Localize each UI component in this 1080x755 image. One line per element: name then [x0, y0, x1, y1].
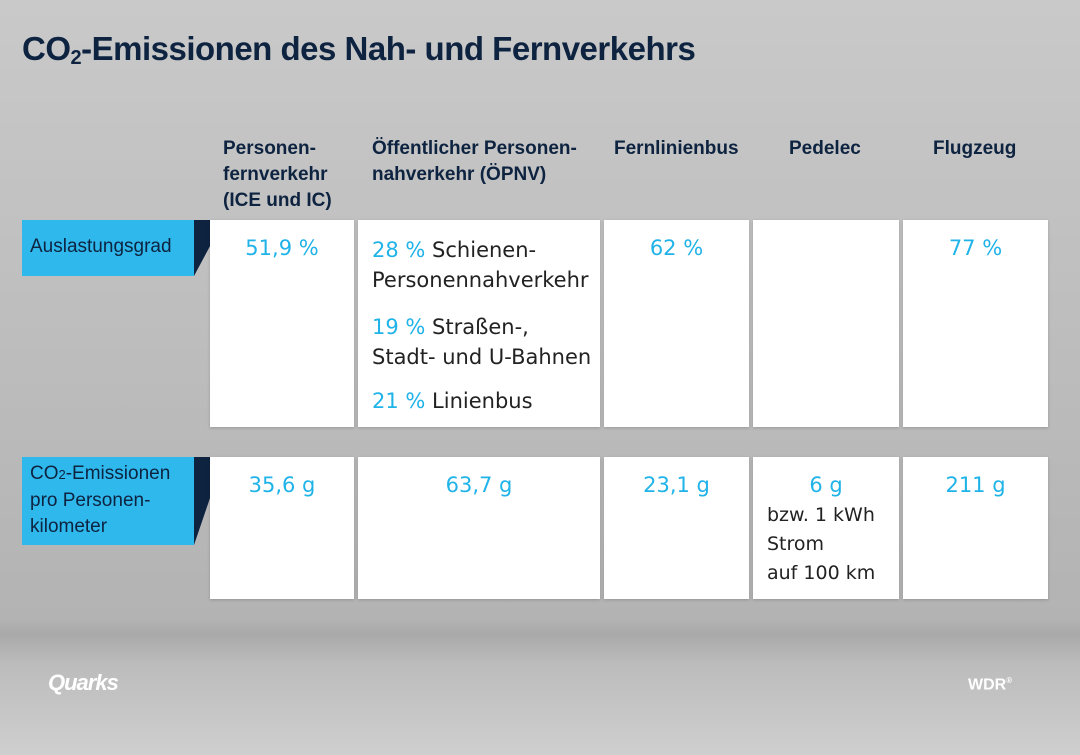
- cell-co2-pedelec: 6 g bzw. 1 kWh Strom auf 100 km: [753, 457, 899, 599]
- row-label-co2-emissionen: CO2-Emissionen pro Personen- kilometer: [22, 457, 194, 545]
- column-header-fernverkehr: Personen- fernverkehr (ICE und IC): [223, 138, 332, 211]
- cell-co2-flugzeug: 211 g: [903, 457, 1048, 599]
- page-title: CO2-Emissionen des Nah- und Fernverkehrs: [22, 30, 696, 69]
- value-label: 23,1 g: [643, 473, 710, 497]
- value-label: 35,6 g: [248, 473, 316, 497]
- cell-auslastung-pedelec: [753, 220, 899, 427]
- cell-auslastung-flugzeug: 77 %: [903, 220, 1048, 427]
- cell-co2-oepnv: 63,7 g: [358, 457, 600, 599]
- oepnv-item-strassenbahn: 19 % Straßen-, Stadt- und U-Bahnen: [372, 315, 592, 369]
- wdr-logo: WDR®: [968, 676, 1013, 694]
- column-header-flugzeug: Flugzeug: [933, 138, 1017, 159]
- pedelec-note: bzw. 1 kWh Strom auf 100 km: [767, 504, 876, 584]
- column-header-oepnv: Öffentlicher Personen- nahverkehr (ÖPNV): [372, 138, 577, 185]
- value-label: 211 g: [945, 473, 1006, 497]
- cell-auslastung-oepnv: 28 % Schienen- Personennahverkehr 19 % S…: [358, 220, 600, 427]
- oepnv-item-linienbus: 21 % Linienbus: [372, 389, 533, 413]
- row-label-auslastungsgrad: Auslastungsgrad: [22, 220, 194, 276]
- value-label: 6 g: [809, 473, 843, 497]
- column-header-pedelec: Pedelec: [789, 138, 861, 159]
- value-label: 51,9 %: [245, 236, 319, 260]
- cell-auslastung-fernverkehr: 51,9 %: [210, 220, 354, 427]
- cell-co2-fernlinienbus: 23,1 g: [604, 457, 749, 599]
- cell-auslastung-fernlinienbus: 62 %: [604, 220, 749, 427]
- value-label: 77 %: [948, 236, 1003, 260]
- cell-co2-fernverkehr: 35,6 g: [210, 457, 354, 599]
- oepnv-item-schienen: 28 % Schienen- Personennahverkehr: [372, 238, 589, 292]
- value-label: 62 %: [649, 236, 704, 260]
- quarks-logo: Quarks: [48, 670, 119, 695]
- value-label: 63,7 g: [445, 473, 513, 497]
- column-header-fernlinienbus: Fernlinienbus: [614, 138, 739, 159]
